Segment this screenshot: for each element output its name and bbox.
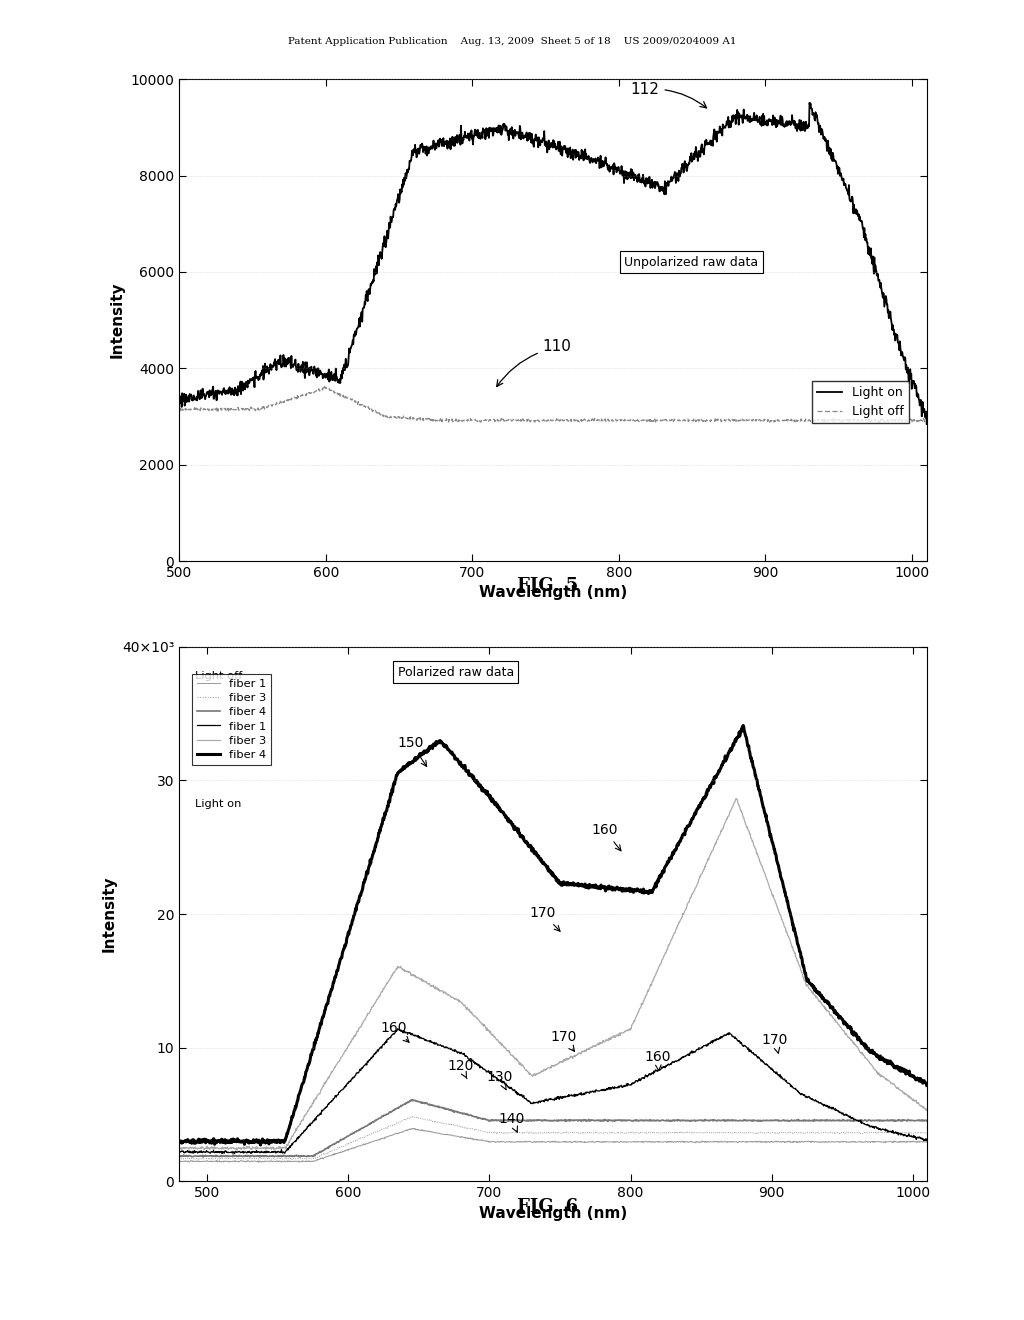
- Text: 150: 150: [397, 737, 427, 767]
- Light on: [230, 383, 243, 399]
- Text: Light on: Light on: [195, 799, 242, 809]
- Legend: fiber 1, fiber 3, fiber 4, fiber 1, fiber 3, fiber 4: fiber 1, fiber 3, fiber 4, fiber 1, fibe…: [193, 675, 270, 764]
- Text: 170: 170: [529, 906, 560, 931]
- Text: 120: 120: [447, 1060, 473, 1078]
- Light on: [921, 416, 933, 432]
- Light off: [519, 412, 531, 428]
- Light on: [519, 129, 531, 145]
- Text: 130: 130: [486, 1071, 513, 1090]
- Line: Light on: Light on: [179, 103, 927, 424]
- Y-axis label: Intensity: Intensity: [110, 281, 125, 359]
- Light on: [173, 387, 185, 403]
- Text: FIG. 6: FIG. 6: [517, 1197, 579, 1216]
- Light on: [598, 153, 610, 169]
- Light on: [506, 119, 518, 135]
- Text: 160: 160: [645, 1051, 671, 1071]
- Text: Polarized raw data: Polarized raw data: [397, 665, 514, 678]
- Text: 110: 110: [497, 339, 571, 387]
- Legend: Light on, Light off: Light on, Light off: [812, 381, 909, 424]
- Light on: [261, 363, 273, 379]
- Text: 140: 140: [498, 1111, 524, 1133]
- Text: Patent Application Publication    Aug. 13, 2009  Sheet 5 of 18    US 2009/020400: Patent Application Publication Aug. 13, …: [288, 37, 736, 46]
- Light off: [230, 401, 243, 417]
- Text: 160: 160: [381, 1020, 409, 1043]
- Text: Light off: Light off: [195, 671, 243, 681]
- Light off: [921, 413, 933, 429]
- Line: Light off: Light off: [179, 387, 927, 422]
- Light off: [506, 413, 518, 429]
- Text: 112: 112: [631, 82, 707, 108]
- Text: FIG. 5: FIG. 5: [517, 577, 579, 595]
- Text: Unpolarized raw data: Unpolarized raw data: [625, 256, 759, 269]
- X-axis label: Wavelength (nm): Wavelength (nm): [479, 1205, 627, 1221]
- Text: 170: 170: [762, 1032, 788, 1053]
- Light off: [318, 379, 331, 395]
- Light off: [261, 399, 273, 414]
- Text: 160: 160: [591, 822, 621, 851]
- Text: 170: 170: [550, 1030, 577, 1051]
- Light on: [490, 124, 503, 140]
- Light off: [490, 413, 503, 429]
- Light off: [173, 401, 185, 417]
- X-axis label: Wavelength (nm): Wavelength (nm): [479, 585, 627, 601]
- Light on: [804, 95, 816, 111]
- Y-axis label: Intensity: Intensity: [101, 875, 117, 953]
- Light off: [599, 411, 611, 426]
- Light off: [906, 414, 919, 430]
